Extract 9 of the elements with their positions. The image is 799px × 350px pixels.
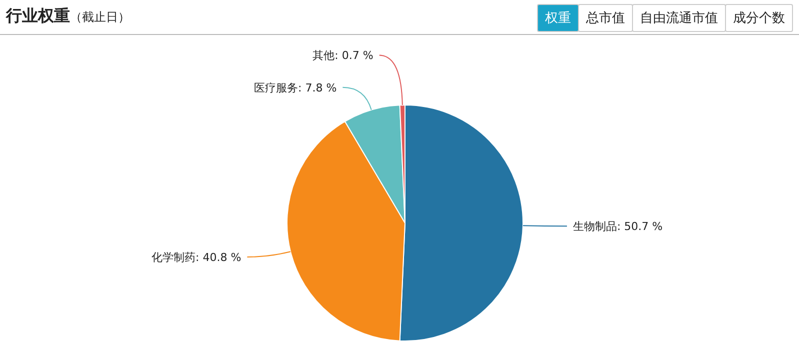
text: 成分个数: [725, 4, 793, 32]
slice-label: 化学制药: 40.8 %: [152, 250, 242, 264]
text: 总市值: [578, 4, 633, 32]
text: 自由流通市值: [632, 4, 726, 32]
slice-label: 医疗服务: 7.8 %: [254, 81, 337, 94]
text: 权重: [537, 4, 579, 32]
slice-label: 其他: 0.7 %: [312, 49, 374, 62]
chart-subtitle: （截止日）: [70, 10, 130, 24]
slice-label: 生物制品: 50.7 %: [572, 220, 663, 234]
